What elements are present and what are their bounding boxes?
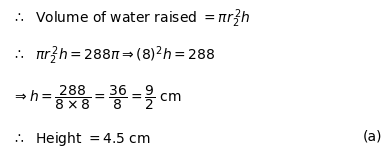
Text: $\therefore$  Height $= 4.5$ cm: $\therefore$ Height $= 4.5$ cm <box>12 130 151 148</box>
Text: (a): (a) <box>363 130 382 144</box>
Text: $\Rightarrow h = \dfrac{288}{8 \times 8} = \dfrac{36}{8} = \dfrac{9}{2}$ cm: $\Rightarrow h = \dfrac{288}{8 \times 8}… <box>12 83 181 112</box>
Text: $\therefore$  Volume of water raised $= \pi r_2^{\,2} h$: $\therefore$ Volume of water raised $= \… <box>12 7 250 30</box>
Text: $\therefore$  $\pi r_2^{\,2} h = 288\pi \Rightarrow (8)^2 h = 288$: $\therefore$ $\pi r_2^{\,2} h = 288\pi \… <box>12 45 215 67</box>
